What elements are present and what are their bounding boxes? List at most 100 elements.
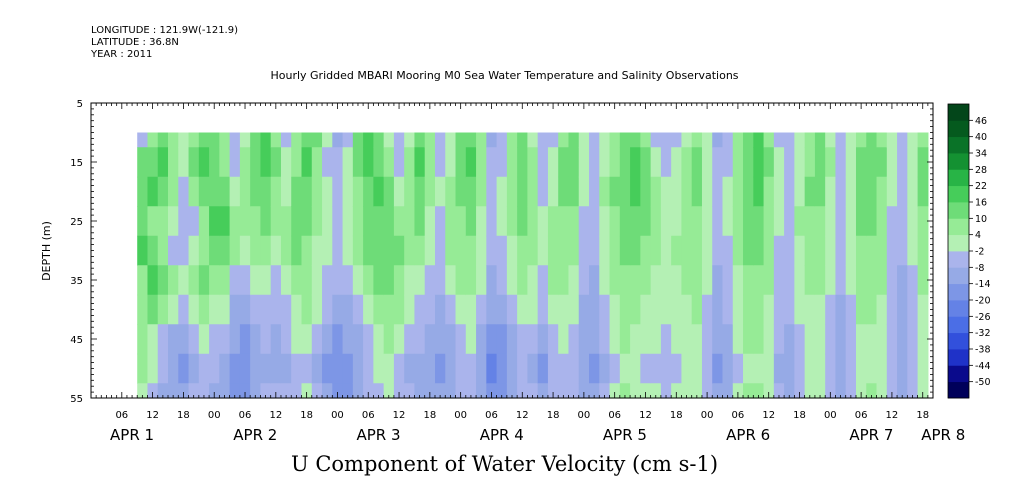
heat-cell [219,206,231,237]
heat-cell [619,235,631,266]
heat-cell [876,132,888,148]
heat-cell [547,132,559,148]
heat-cell [517,383,528,399]
heat-cell [609,383,621,399]
heat-cell [712,265,724,296]
heat-cell [465,265,477,296]
heat-cell [547,383,559,399]
heat-cell [301,383,313,399]
heat-cell [383,176,395,207]
heat-cell [712,132,724,148]
x-tick-label: 18 [423,410,436,421]
heat-cell [209,132,220,148]
heat-cell [722,265,734,296]
heat-cell [496,235,508,266]
x-tick-label: 06 [115,410,128,421]
heat-cell [147,324,159,355]
heat-cell [373,235,385,266]
heat-cell [352,235,364,266]
heat-cell [804,176,816,207]
heat-cell [712,353,724,384]
heat-cell [147,206,159,237]
heat-cell [599,206,611,237]
heat-cell [876,324,888,355]
heat-cell [506,235,518,266]
heat-cell [280,147,292,178]
heat-cell [794,176,806,207]
heat-cell [722,206,734,237]
heat-cell [701,265,713,296]
heat-cell [465,353,477,384]
heat-cell [630,383,641,399]
heat-cell [537,324,549,355]
heat-cell [701,206,713,237]
heat-cell [743,206,754,237]
heat-cell [558,132,570,148]
heat-cell [527,132,539,148]
heat-cell [352,353,364,384]
heat-cell [650,324,662,355]
x-day-label: APR 6 [726,426,770,444]
heat-cell [363,353,374,384]
colorbar-label: 40 [975,132,987,143]
heat-cell [743,383,754,399]
heat-cell [260,176,272,207]
heat-cell [465,235,477,266]
heat-cell [250,235,262,266]
heat-cell [660,206,672,237]
heat-cell [455,132,467,148]
heat-cell [188,132,200,148]
heat-cell [342,353,354,384]
colorbar-swatch [948,300,969,317]
heat-cell [773,147,785,178]
heat-cell [455,206,467,237]
heat-cell [609,294,621,325]
heat-cell [352,206,364,237]
heat-cell [322,176,333,207]
colorbar-label: -38 [975,345,991,356]
heat-cell [660,294,672,325]
heat-cell [660,176,672,207]
heat-cell [260,132,272,148]
colorbar-swatch [948,153,969,170]
heat-cell [168,147,179,178]
heat-cell [855,383,867,399]
heat-cell [517,132,528,148]
heat-cell [589,235,600,266]
heat-cell [784,206,795,237]
y-axis-label: DEPTH (m) [40,221,53,281]
heat-cell [291,324,303,355]
heat-cell [383,147,395,178]
heat-cell [804,383,816,399]
heat-cell [198,324,210,355]
heat-cell [599,176,611,207]
heat-cell [599,147,611,178]
heat-cell [332,324,344,355]
heat-cell [168,353,179,384]
heat-cell [342,383,354,399]
heat-cell [250,324,262,355]
heat-cell [876,176,888,207]
heat-cell [198,235,210,266]
heat-cell [794,294,806,325]
heat-cell [373,265,385,296]
heat-cell [342,294,354,325]
heat-cell [414,132,426,148]
heat-cell [825,324,837,355]
heat-cell [363,147,374,178]
heat-cell [157,353,169,384]
heatmap-cells [137,132,929,399]
heat-cell [547,147,559,178]
heat-cell [476,235,487,266]
heat-cell [322,383,333,399]
heat-cell [701,294,713,325]
heat-cell [383,235,395,266]
colorbar-swatch [948,234,969,252]
heat-cell [609,265,621,296]
heat-cell [178,294,190,325]
heat-cell [897,176,908,207]
colorbar-swatch [948,283,969,301]
heat-cell [825,176,837,207]
heat-cell [486,383,498,399]
heat-cell [404,294,416,325]
